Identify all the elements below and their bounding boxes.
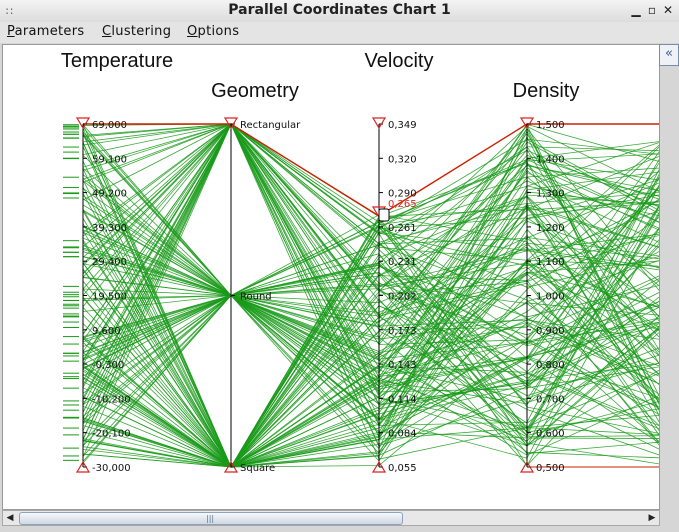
scrollbar-thumb[interactable]: |||	[19, 512, 403, 525]
tick-label: Square	[240, 463, 275, 474]
axis-title: S	[658, 50, 659, 72]
axis-geometry: Geometry Rectangular Round Square	[211, 80, 301, 474]
chart-panel: Temperature 69,000 59,100 49,200 39,300 29,40…	[2, 44, 660, 510]
top-filter-handle-icon[interactable]	[371, 117, 387, 130]
bottom-filter-handle-icon[interactable]	[519, 460, 535, 473]
bottom-filter-handle-icon[interactable]	[371, 460, 387, 473]
tick-label: Rectangular	[240, 120, 301, 131]
window-menu-icon[interactable]: ∷	[6, 5, 13, 18]
tick-label: 29,400	[92, 257, 127, 268]
parallel-coordinates-chart[interactable]: Temperature 69,000 59,100 49,200 39,300 29,40…	[3, 45, 659, 509]
tick-label: 69,000	[92, 120, 127, 131]
tick-label: 1,500	[536, 120, 565, 131]
tick-label: 0,231	[388, 257, 417, 268]
top-filter-handle-icon[interactable]	[223, 117, 239, 130]
top-filter-handle-icon[interactable]	[75, 117, 91, 130]
data-line	[82, 127, 659, 343]
scroll-left-icon[interactable]: ◀	[6, 513, 14, 523]
tick-label: 0,320	[388, 154, 417, 165]
tick-label: 0,261	[388, 223, 417, 234]
tick-label: 0,055	[388, 463, 417, 474]
maximize-icon[interactable]: ▫	[647, 3, 657, 17]
data-lines	[82, 123, 659, 468]
top-filter-handle-icon[interactable]	[519, 117, 535, 130]
axis-s: S	[658, 50, 659, 72]
tick-label: 1,000	[536, 292, 565, 303]
tick-label: 0,202	[388, 292, 417, 303]
tick-label: 39,300	[92, 223, 127, 234]
close-icon[interactable]: ✕	[662, 3, 674, 17]
minimize-icon[interactable]: ▁	[631, 3, 641, 17]
scroll-thumb-grip: |||	[206, 514, 215, 523]
axis-title: Geometry	[211, 80, 299, 102]
axis-temperature: Temperature 69,000 59,100 49,200 39,300 29,40…	[61, 50, 173, 474]
record-id-marks	[63, 124, 79, 461]
title-bar: ∷ Parallel Coordinates Chart 1 ▁ ▫ ✕	[0, 0, 679, 23]
tick-label: -10,200	[92, 394, 131, 405]
axis-velocity: Velocity 0,349 0,320 0,290 0,261 0,231 0,202 0,…	[365, 50, 434, 474]
axis-title: Density	[513, 80, 580, 102]
tick-label: 0,800	[536, 360, 565, 371]
tick-label: 9,600	[92, 326, 121, 337]
axis-density: Density 1,500 1,400 1,300 1,200 1,100 1,000 0,9…	[513, 80, 580, 474]
tick-label: Round	[240, 292, 272, 303]
tick-label: 0,143	[388, 360, 417, 371]
tick-label: 0,290	[388, 189, 417, 200]
tick-label: 0,084	[388, 429, 417, 440]
tick-label: 0,114	[388, 394, 417, 405]
tick-label: 0,600	[536, 429, 565, 440]
menu-bar: Parameters Clustering Options	[0, 22, 679, 43]
tick-label: 0,173	[388, 326, 417, 337]
collapse-panel-icon[interactable]: «	[659, 44, 679, 66]
menu-parameters[interactable]: Parameters	[7, 24, 85, 39]
highlight-value: 0,265	[388, 199, 417, 210]
tick-label: 0,349	[388, 120, 417, 131]
bottom-filter-handle-icon[interactable]	[223, 460, 239, 473]
bottom-filter-handle-icon[interactable]	[75, 460, 91, 473]
horizontal-scrollbar[interactable]: ◀ ||| ▶	[2, 510, 660, 526]
tick-label: 1,400	[536, 154, 565, 165]
tick-label: 0,500	[536, 463, 565, 474]
hand-cursor-icon	[378, 208, 390, 222]
tick-label: -0,300	[92, 360, 124, 371]
tick-label: 1,100	[536, 257, 565, 268]
menu-options[interactable]: Options	[187, 24, 240, 39]
axis-title: Temperature	[61, 50, 173, 72]
tick-label: -30,000	[92, 463, 131, 474]
tick-label: 1,300	[536, 189, 565, 200]
tick-label: 1,200	[536, 223, 565, 234]
axis-title: Velocity	[365, 50, 434, 72]
tick-label: 49,200	[92, 189, 127, 200]
scroll-right-icon[interactable]: ▶	[648, 513, 656, 523]
window-title: Parallel Coordinates Chart 1	[228, 2, 451, 18]
tick-label: -20,100	[92, 429, 131, 440]
tick-label: 19,500	[92, 292, 127, 303]
tick-label: 0,700	[536, 394, 565, 405]
tick-label: 0,900	[536, 326, 565, 337]
tick-label: 59,100	[92, 154, 127, 165]
menu-clustering[interactable]: Clustering	[102, 24, 172, 39]
